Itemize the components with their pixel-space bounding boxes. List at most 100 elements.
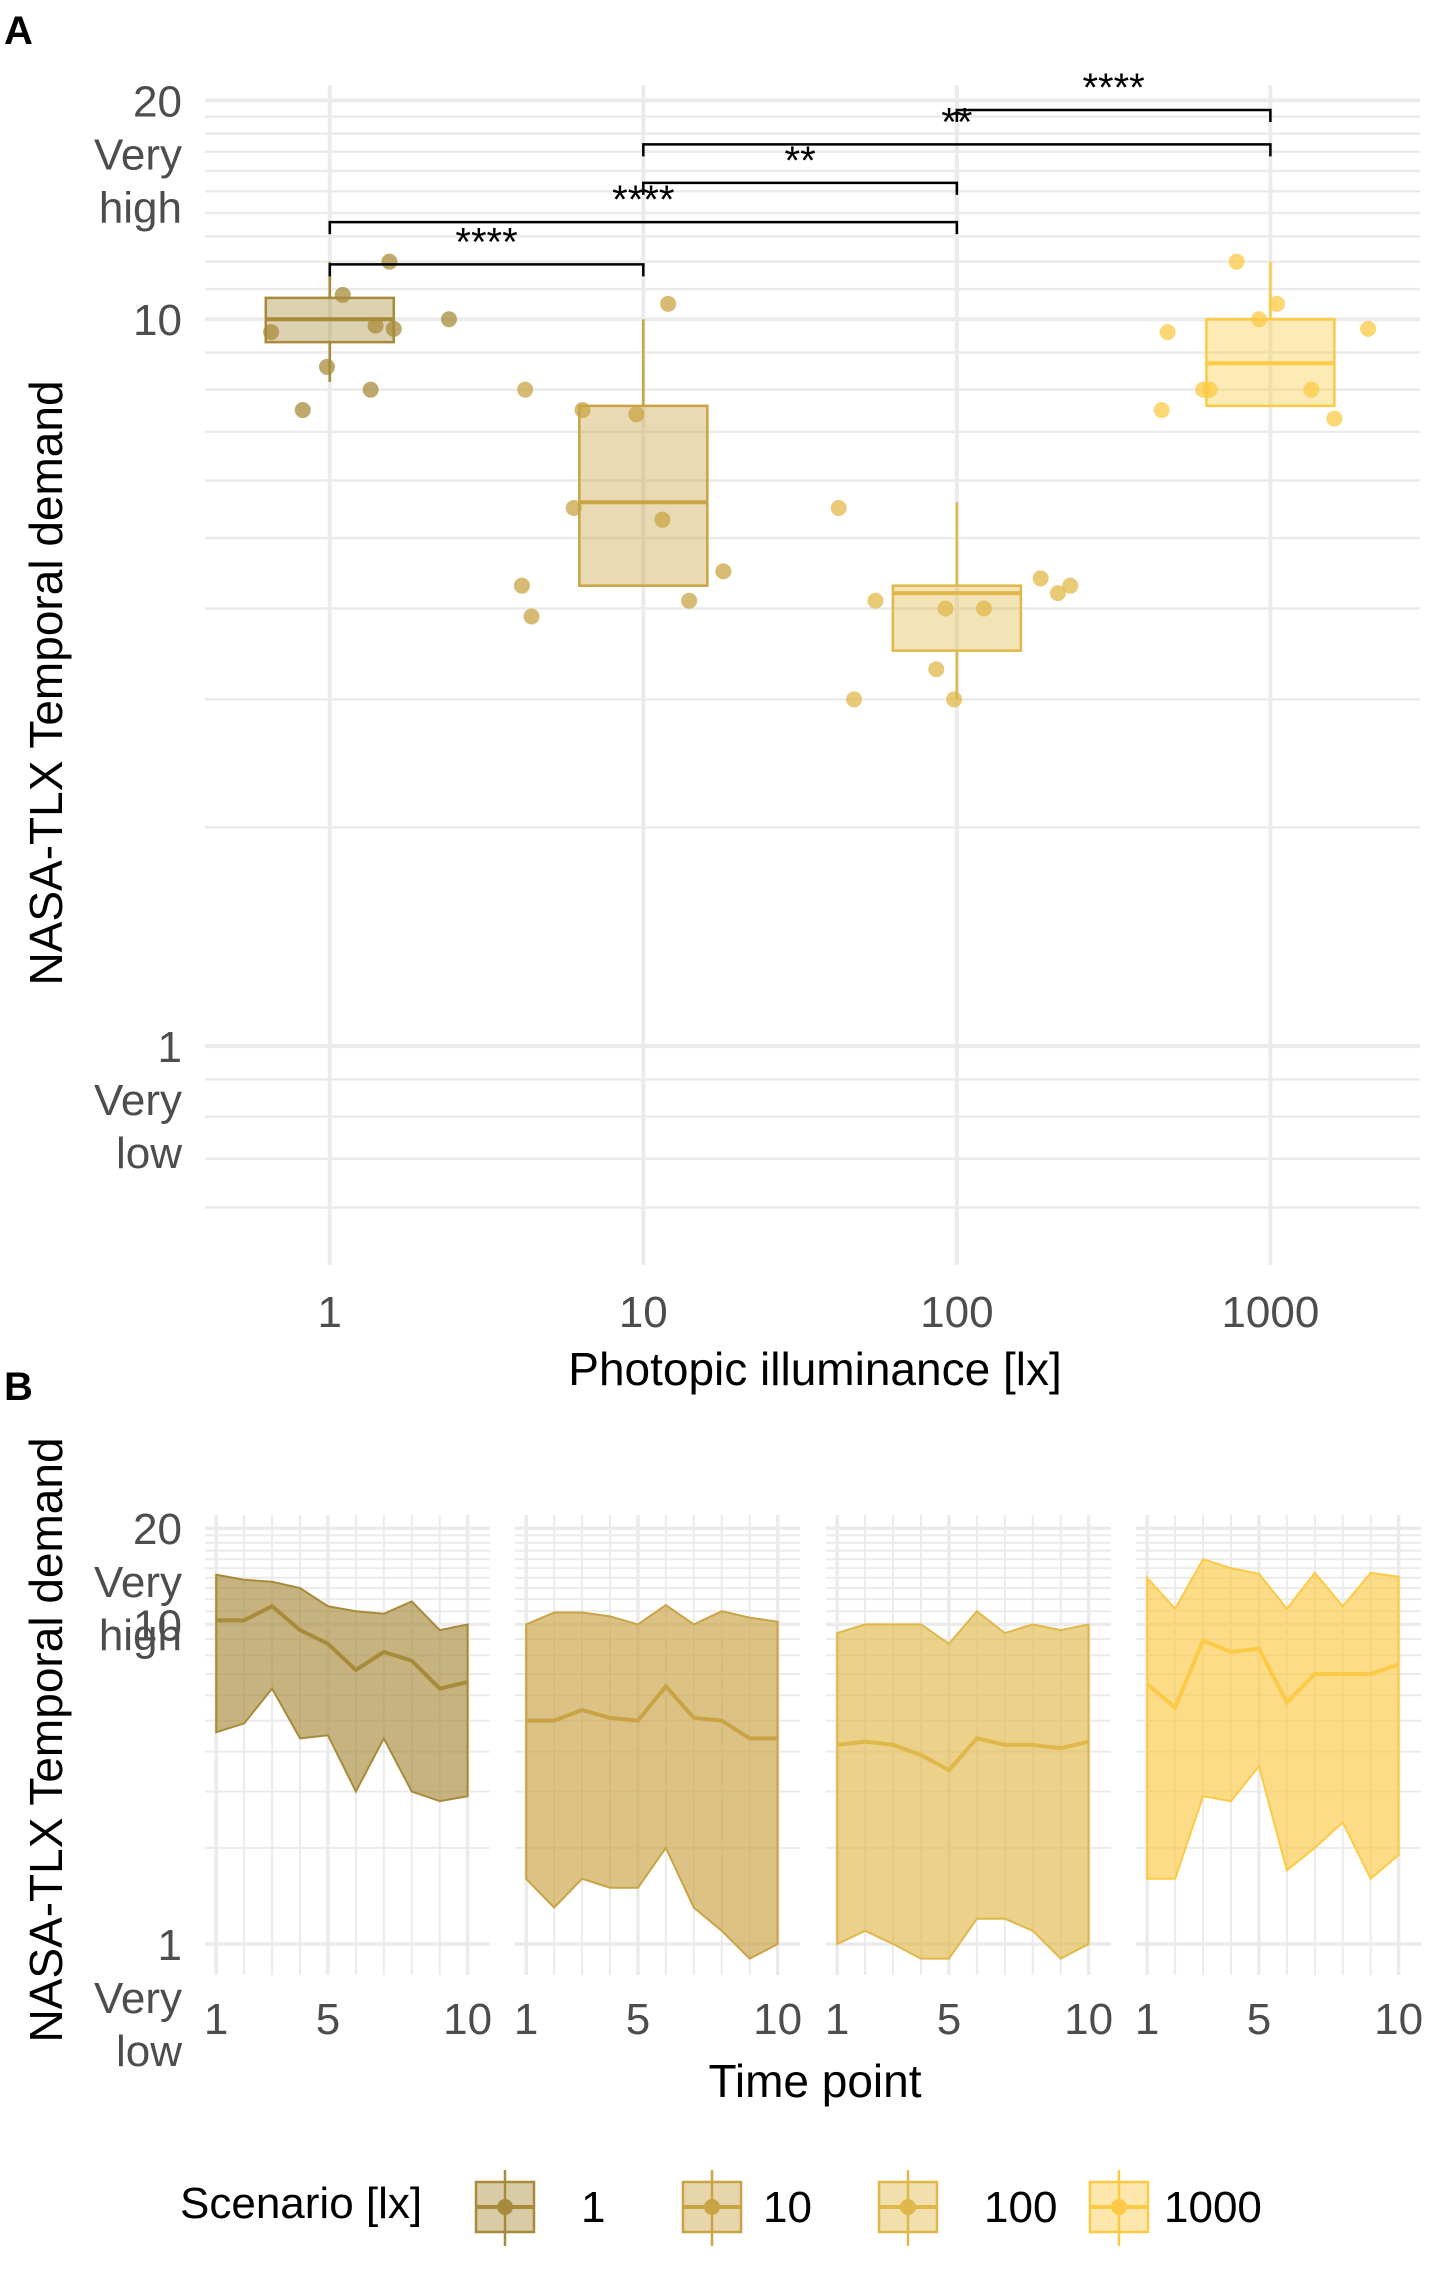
facet-1000: 1 5 10 bbox=[1135, 1515, 1423, 2044]
box-iqr bbox=[578, 404, 709, 587]
significance-label: ** bbox=[785, 139, 816, 183]
data-point bbox=[628, 406, 645, 423]
panel-a-y-axis-title: NASA-TLX Temporal demand bbox=[20, 380, 72, 985]
data-point bbox=[440, 311, 457, 328]
data-point bbox=[1032, 570, 1049, 587]
panel-b-x-axis-title: Time point bbox=[708, 2055, 921, 2107]
panel-b-y-tick-label: low bbox=[116, 2027, 182, 2076]
data-point bbox=[937, 600, 954, 617]
data-point bbox=[362, 381, 379, 398]
data-point bbox=[1303, 381, 1320, 398]
series-mean-line bbox=[1145, 1638, 1400, 1711]
data-point bbox=[830, 499, 847, 516]
panel-b-x-tick-label: 10 bbox=[1064, 1995, 1113, 2044]
series-ribbon bbox=[1146, 1557, 1400, 1881]
data-point bbox=[1269, 295, 1286, 312]
significance-label: ** bbox=[941, 100, 972, 144]
data-point bbox=[928, 661, 945, 678]
series-ribbon bbox=[215, 1573, 469, 1803]
legend-entry-1000: 1000 bbox=[1088, 2170, 1262, 2246]
facet-10: 1 5 10 bbox=[514, 1515, 802, 2044]
panel-a-x-tick-label: 10 bbox=[619, 1288, 668, 1337]
legend-entry-1: 1 bbox=[474, 2170, 605, 2246]
panel-a-x-tick-label: 1000 bbox=[1221, 1288, 1319, 1337]
data-point bbox=[654, 511, 671, 528]
significance-label: **** bbox=[455, 220, 517, 264]
significance-label: **** bbox=[1082, 66, 1144, 110]
legend: Scenario [lx] 1 10 100 1000 bbox=[180, 2170, 1262, 2246]
panel-a-boxplot: 1 10 100 100020Veryhigh101Verylow**********… bbox=[94, 66, 1420, 1337]
series-mean-line bbox=[836, 1736, 1090, 1773]
legend-label: 1000 bbox=[1164, 2183, 1262, 2232]
panel-b-x-tick-label: 10 bbox=[443, 1995, 492, 2044]
panel-b-x-tick-label: 5 bbox=[316, 1995, 340, 2044]
panel-b-x-tick-label: 5 bbox=[1247, 1995, 1271, 2044]
legend-key-point bbox=[1111, 2199, 1127, 2215]
significance-bracket bbox=[642, 143, 1272, 157]
panel-label-b: B bbox=[4, 1365, 33, 1409]
panel-b-x-tick-label: 10 bbox=[1374, 1995, 1423, 2044]
panel-a-y-tick-label: 10 bbox=[133, 296, 182, 345]
panel-a-y-tick-label: 20 bbox=[133, 77, 182, 126]
legend-key-point bbox=[704, 2199, 720, 2215]
panel-b-x-tick-label: 1 bbox=[1135, 1995, 1159, 2044]
data-point bbox=[334, 286, 351, 303]
data-point bbox=[294, 402, 311, 419]
significance-bracket bbox=[328, 263, 645, 277]
data-point bbox=[385, 320, 402, 337]
significance-bracket bbox=[328, 220, 959, 235]
panel-b-y-tick-label: 10 bbox=[133, 1601, 182, 1650]
panel-a-x-tick-label: 100 bbox=[920, 1288, 993, 1337]
series-ribbon bbox=[525, 1603, 779, 1960]
data-point bbox=[381, 253, 398, 270]
data-point bbox=[1251, 311, 1268, 328]
panel-label-a: A bbox=[4, 9, 33, 53]
legend-entry-10: 10 bbox=[681, 2170, 812, 2246]
data-point bbox=[1159, 324, 1176, 341]
legend-title: Scenario [lx] bbox=[180, 2179, 422, 2228]
legend-key-point bbox=[497, 2199, 513, 2215]
data-point bbox=[715, 563, 732, 580]
data-point bbox=[517, 381, 534, 398]
panel-b-y-axis-title: NASA-TLX Temporal demand bbox=[20, 1437, 72, 2042]
panel-b-x-tick-label: 1 bbox=[204, 1995, 228, 2044]
legend-key-point bbox=[900, 2199, 916, 2215]
legend-label: 100 bbox=[984, 2183, 1057, 2232]
data-point bbox=[513, 577, 530, 594]
data-point bbox=[523, 608, 540, 625]
legend-label: 1 bbox=[581, 2183, 605, 2232]
significance-label: **** bbox=[612, 178, 674, 222]
data-point bbox=[681, 592, 698, 609]
panel-a-y-tick-label: high bbox=[99, 183, 182, 232]
data-point bbox=[1049, 585, 1066, 602]
panel-a-y-tick-label: Very bbox=[94, 1076, 182, 1125]
series-ribbon bbox=[836, 1609, 1090, 1960]
data-point bbox=[846, 691, 863, 708]
panel-b-y-tick-label: high bbox=[99, 1611, 182, 1660]
data-point bbox=[1228, 253, 1245, 270]
data-point bbox=[975, 600, 992, 617]
significance-bracket bbox=[642, 181, 959, 195]
panel-b-x-tick-label: 1 bbox=[514, 1995, 538, 2044]
panel-b-x-tick-label: 1 bbox=[825, 1995, 849, 2044]
legend-entry-100: 100 bbox=[877, 2170, 1057, 2246]
data-point bbox=[565, 499, 582, 516]
panel-a-y-tick-label: low bbox=[116, 1129, 182, 1178]
panel-a-y-tick-label: Very bbox=[94, 130, 182, 179]
data-point bbox=[319, 358, 336, 375]
series-mean-line bbox=[216, 1603, 469, 1691]
data-point bbox=[263, 324, 280, 341]
data-point bbox=[1326, 410, 1343, 427]
data-point bbox=[1201, 381, 1218, 398]
panel-b-x-tick-label: 10 bbox=[753, 1995, 802, 2044]
significance-bracket bbox=[955, 108, 1272, 123]
panel-a-y-tick-label: 1 bbox=[158, 1023, 182, 1072]
facet-1: 1 5 10 bbox=[204, 1515, 492, 2044]
data-point bbox=[1153, 402, 1170, 419]
panel-b-y-tick-label: 1 bbox=[158, 1921, 182, 1970]
data-point bbox=[574, 402, 591, 419]
legend-label: 10 bbox=[763, 2183, 812, 2232]
panel-b-y-tick-label: 20 bbox=[133, 1505, 182, 1554]
facet-100: 1 5 10 bbox=[825, 1515, 1113, 2044]
